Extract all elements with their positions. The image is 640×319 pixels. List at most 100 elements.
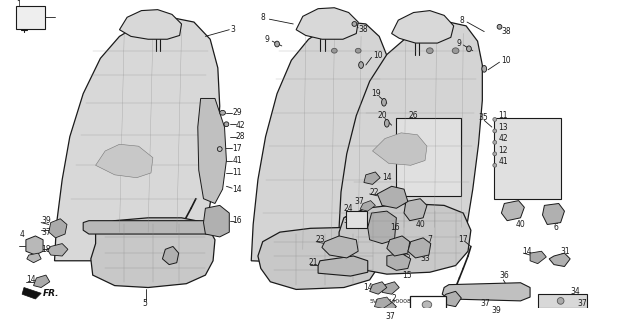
- Text: 30: 30: [415, 300, 425, 309]
- Polygon shape: [530, 251, 547, 263]
- Ellipse shape: [358, 62, 364, 68]
- Text: 38: 38: [358, 25, 368, 34]
- Text: 40: 40: [415, 220, 425, 229]
- Text: 28: 28: [236, 132, 246, 141]
- Text: 20: 20: [378, 111, 387, 120]
- Polygon shape: [501, 201, 524, 221]
- Polygon shape: [549, 253, 570, 266]
- Text: 13: 13: [499, 122, 508, 132]
- Text: 42: 42: [236, 121, 246, 130]
- Text: 39: 39: [41, 216, 51, 225]
- Text: 39: 39: [492, 306, 502, 315]
- Ellipse shape: [352, 22, 356, 26]
- Polygon shape: [54, 17, 220, 261]
- Polygon shape: [368, 211, 396, 244]
- Text: 9: 9: [264, 35, 269, 44]
- Text: 29: 29: [232, 108, 242, 117]
- Text: 33: 33: [420, 254, 430, 263]
- Text: 10: 10: [374, 51, 383, 60]
- Text: FR.: FR.: [43, 289, 60, 298]
- Ellipse shape: [224, 122, 229, 127]
- Polygon shape: [372, 133, 427, 165]
- Text: 16: 16: [390, 223, 399, 232]
- Text: 17: 17: [458, 235, 468, 244]
- Polygon shape: [364, 172, 380, 184]
- Text: 8: 8: [460, 16, 464, 25]
- Polygon shape: [339, 204, 471, 274]
- Text: 21: 21: [308, 258, 318, 267]
- Text: 24: 24: [344, 204, 353, 213]
- Text: 19: 19: [372, 89, 381, 98]
- Polygon shape: [91, 218, 215, 287]
- Text: 10: 10: [501, 56, 511, 65]
- Ellipse shape: [482, 65, 486, 72]
- Text: 18: 18: [41, 245, 51, 254]
- Polygon shape: [378, 186, 408, 208]
- Ellipse shape: [493, 129, 497, 133]
- Polygon shape: [538, 294, 588, 308]
- Polygon shape: [339, 22, 483, 242]
- Polygon shape: [442, 283, 530, 301]
- Ellipse shape: [381, 99, 387, 106]
- FancyBboxPatch shape: [396, 117, 461, 196]
- Text: 14: 14: [26, 275, 35, 284]
- Text: 34: 34: [570, 287, 580, 296]
- Polygon shape: [387, 253, 411, 270]
- Text: 26: 26: [409, 111, 419, 120]
- Polygon shape: [360, 201, 376, 211]
- Ellipse shape: [218, 147, 222, 152]
- Polygon shape: [322, 236, 358, 258]
- Ellipse shape: [467, 46, 471, 52]
- Polygon shape: [204, 205, 229, 237]
- Polygon shape: [49, 219, 67, 238]
- Polygon shape: [198, 99, 227, 204]
- Polygon shape: [26, 236, 43, 255]
- Polygon shape: [83, 221, 220, 234]
- Text: 38: 38: [501, 27, 511, 36]
- Polygon shape: [95, 144, 153, 178]
- Polygon shape: [387, 236, 410, 256]
- Polygon shape: [33, 275, 50, 287]
- Ellipse shape: [422, 301, 432, 308]
- Text: 31: 31: [561, 247, 570, 256]
- Text: 3: 3: [230, 25, 235, 34]
- FancyBboxPatch shape: [17, 6, 45, 29]
- Text: 37: 37: [481, 299, 490, 308]
- Polygon shape: [252, 22, 388, 265]
- Text: 2: 2: [392, 294, 396, 303]
- Text: 9: 9: [456, 39, 461, 48]
- Ellipse shape: [355, 48, 361, 53]
- Text: 37: 37: [385, 312, 395, 319]
- Polygon shape: [48, 244, 68, 256]
- Text: 11: 11: [232, 168, 242, 177]
- Text: 7: 7: [427, 235, 432, 244]
- Text: 35: 35: [479, 113, 488, 122]
- Ellipse shape: [220, 110, 225, 115]
- Text: 37: 37: [41, 228, 51, 237]
- Text: 15: 15: [402, 271, 412, 280]
- Text: 12: 12: [499, 145, 508, 154]
- Polygon shape: [120, 10, 182, 39]
- Text: 8: 8: [260, 13, 266, 22]
- Text: 5: 5: [142, 299, 147, 308]
- Ellipse shape: [275, 41, 280, 47]
- Text: 37: 37: [344, 216, 354, 225]
- Polygon shape: [392, 11, 454, 43]
- Text: 41: 41: [499, 157, 508, 166]
- Polygon shape: [22, 287, 41, 299]
- Polygon shape: [370, 282, 387, 294]
- Polygon shape: [27, 253, 41, 263]
- Ellipse shape: [493, 163, 497, 167]
- Text: 42: 42: [499, 134, 508, 143]
- Ellipse shape: [497, 25, 502, 29]
- Text: 6: 6: [554, 223, 559, 232]
- Ellipse shape: [332, 48, 337, 53]
- Polygon shape: [408, 238, 431, 258]
- Ellipse shape: [493, 140, 497, 144]
- Polygon shape: [258, 227, 382, 289]
- Polygon shape: [374, 297, 392, 308]
- Ellipse shape: [493, 117, 497, 121]
- Text: 27: 27: [332, 245, 341, 254]
- Ellipse shape: [452, 48, 459, 54]
- Text: 16: 16: [232, 216, 242, 225]
